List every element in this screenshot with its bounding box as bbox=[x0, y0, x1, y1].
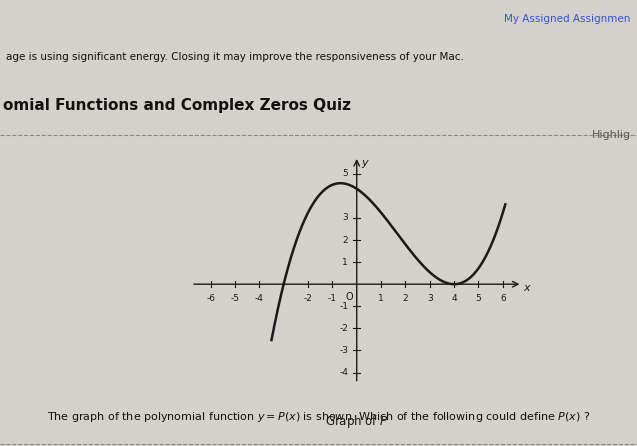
Text: x: x bbox=[524, 283, 530, 293]
Text: omial Functions and Complex Zeros Quiz: omial Functions and Complex Zeros Quiz bbox=[3, 98, 351, 113]
Text: y: y bbox=[362, 158, 368, 168]
Text: 1: 1 bbox=[378, 294, 384, 303]
Text: -2: -2 bbox=[304, 294, 312, 303]
Text: 3: 3 bbox=[427, 294, 433, 303]
Text: O: O bbox=[345, 292, 353, 302]
Text: -6: -6 bbox=[206, 294, 215, 303]
Text: The graph of the polynomial function $y = P(x)$ is shown. Which of the following: The graph of the polynomial function $y … bbox=[47, 410, 590, 424]
Text: 1: 1 bbox=[343, 258, 348, 267]
Text: 3: 3 bbox=[343, 214, 348, 223]
Text: 5: 5 bbox=[343, 169, 348, 178]
Text: 6: 6 bbox=[500, 294, 506, 303]
Text: -1: -1 bbox=[339, 302, 348, 311]
Text: -5: -5 bbox=[231, 294, 240, 303]
Text: -3: -3 bbox=[339, 346, 348, 355]
Text: Graph of $P$: Graph of $P$ bbox=[325, 413, 389, 430]
Text: 2: 2 bbox=[403, 294, 408, 303]
Text: age is using significant energy. Closing it may improve the responsiveness of yo: age is using significant energy. Closing… bbox=[6, 52, 464, 62]
Text: Highlig: Highlig bbox=[592, 130, 631, 140]
Text: -2: -2 bbox=[340, 324, 348, 333]
Text: 2: 2 bbox=[343, 235, 348, 244]
Text: 4: 4 bbox=[452, 294, 457, 303]
Text: My Assigned Assignmen: My Assigned Assignmen bbox=[505, 14, 631, 24]
Text: -4: -4 bbox=[255, 294, 264, 303]
Text: -1: -1 bbox=[328, 294, 337, 303]
Text: 5: 5 bbox=[476, 294, 482, 303]
Text: -4: -4 bbox=[340, 368, 348, 377]
